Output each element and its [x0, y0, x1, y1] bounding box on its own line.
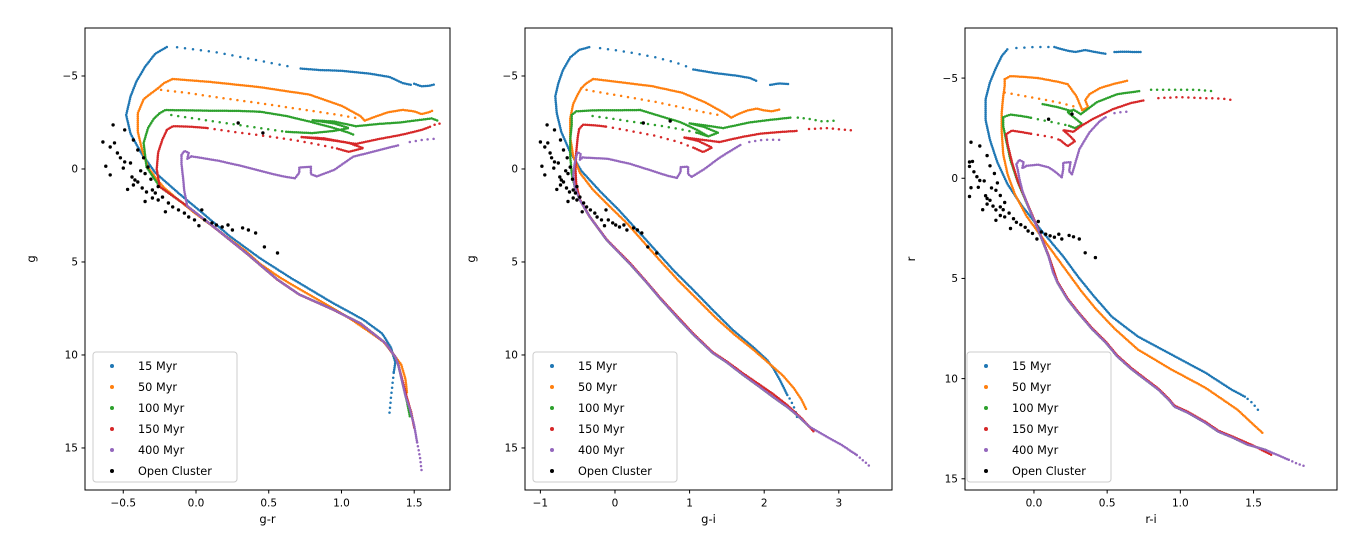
legend: 15 Myr 50 Myr 100 Myr 150 Myr 400 Myr Open Cl… [92, 351, 238, 483]
panel-g-vs-g-i: −1 0 1 2 3 −5 0 5 10 15 g-i g 15 Myr 50 Myr 100 Myr 150… [464, 27, 893, 526]
legend-label: 15 Myr [138, 360, 177, 373]
legend-marker [984, 448, 988, 452]
y-tick-label: 10 [65, 350, 78, 362]
legend-label: 150 Myr [578, 423, 625, 436]
y-axis-label: r [904, 256, 918, 261]
y-tick-label: 15 [65, 443, 78, 455]
x-tick-label: 0.0 [188, 498, 205, 510]
legend-marker [984, 427, 988, 431]
legend-marker [110, 448, 114, 452]
open-cluster-points [967, 112, 1098, 260]
panel-r-vs-r-i: 0.0 0.5 1.0 1.5 −5 0 5 10 15 r-i r 15 Myr 50 Myr 100 … [904, 27, 1338, 526]
legend-marker [550, 427, 554, 431]
x-tick-label: 1.0 [1172, 498, 1189, 510]
x-tick-label: 0.0 [1026, 498, 1043, 510]
legend: 15 Myr 50 Myr 100 Myr 150 Myr 400 Myr Open Cl… [966, 351, 1112, 483]
legend-marker [984, 385, 988, 389]
x-axis-label: g-i [701, 512, 716, 526]
open-cluster-points [538, 119, 672, 255]
legend-marker [984, 364, 988, 368]
legend-label: 15 Myr [1012, 360, 1051, 373]
panel-g-vs-g-r: −0.5 0.0 0.5 1.0 1.5 −5 0 5 10 15 g-r g 15 Myr 50 Myr… [24, 27, 451, 526]
legend-marker [550, 448, 554, 452]
series-400-myr [180, 137, 435, 472]
legend-label: 400 Myr [578, 444, 625, 457]
series-400-myr [1015, 110, 1305, 468]
series-50-myr [1000, 74, 1264, 434]
y-tick-label: 5 [71, 257, 78, 269]
x-tick-label: −1 [533, 498, 548, 510]
data-layer [967, 45, 1305, 468]
legend-marker [110, 385, 114, 389]
legend-label: 400 Myr [1012, 444, 1059, 457]
y-axis-label: g [464, 255, 478, 262]
x-tick-label: 0.5 [260, 498, 277, 510]
legend-marker [550, 385, 554, 389]
axes-frame [964, 27, 1338, 491]
x-axis-label: g-r [259, 512, 275, 526]
y-tick-label: 15 [945, 473, 958, 485]
x-tick-label: 0 [612, 498, 619, 510]
legend-marker [110, 469, 114, 473]
series-400-myr [572, 138, 871, 467]
x-tick-label: 1.5 [1245, 498, 1262, 510]
y-tick-label: 0 [951, 173, 958, 185]
y-tick-label: 0 [71, 164, 78, 176]
legend-label: 150 Myr [138, 423, 185, 436]
y-tick-label: −5 [63, 71, 78, 83]
series-15-myr [124, 45, 435, 414]
legend-marker [110, 427, 114, 431]
legend-label: 100 Myr [578, 402, 625, 415]
y-tick-label: −5 [503, 71, 518, 83]
legend-box [966, 351, 1112, 483]
legend-label: 400 Myr [138, 444, 185, 457]
legend-marker [550, 406, 554, 410]
legend-label: 50 Myr [1012, 381, 1051, 394]
legend-label: 15 Myr [578, 360, 617, 373]
legend-label: Open Cluster [1012, 465, 1086, 478]
legend-marker [110, 364, 114, 368]
y-tick-label: 10 [945, 373, 958, 385]
legend-marker [984, 469, 988, 473]
series-50-myr [568, 77, 808, 411]
open-cluster-points [101, 121, 280, 255]
x-tick-label: 1 [686, 498, 693, 510]
y-axis-label: g [24, 255, 38, 262]
legend-box [532, 351, 678, 483]
x-tick-label: −0.5 [111, 498, 137, 510]
legend-label: 100 Myr [1012, 402, 1059, 415]
legend-marker [550, 364, 554, 368]
y-tick-label: 10 [505, 350, 518, 362]
x-axis-label: r-i [1145, 512, 1156, 526]
axes-frame [84, 27, 451, 491]
legend-label: Open Cluster [578, 465, 652, 478]
y-tick-label: 5 [951, 273, 958, 285]
y-tick-label: 0 [511, 164, 518, 176]
x-tick-label: 3 [835, 498, 842, 510]
legend-label: 50 Myr [578, 381, 617, 394]
x-tick-label: 1.5 [406, 498, 423, 510]
y-tick-label: 15 [505, 443, 518, 455]
x-tick-label: 0.5 [1099, 498, 1116, 510]
legend-box [92, 351, 238, 483]
axes-frame [524, 27, 893, 491]
y-tick-label: −5 [943, 73, 958, 85]
legend-marker [550, 469, 554, 473]
legend-label: 50 Myr [138, 381, 177, 394]
legend-marker [984, 406, 988, 410]
data-layer [538, 45, 871, 467]
legend-label: 100 Myr [138, 402, 185, 415]
legend: 15 Myr 50 Myr 100 Myr 150 Myr 400 Myr Open Cl… [532, 351, 678, 483]
legend-label: 150 Myr [1012, 423, 1059, 436]
y-tick-label: 5 [511, 257, 518, 269]
legend-marker [110, 406, 114, 410]
data-layer [101, 45, 441, 472]
x-tick-label: 2 [761, 498, 768, 510]
x-tick-label: 1.0 [333, 498, 350, 510]
legend-label: Open Cluster [138, 465, 212, 478]
